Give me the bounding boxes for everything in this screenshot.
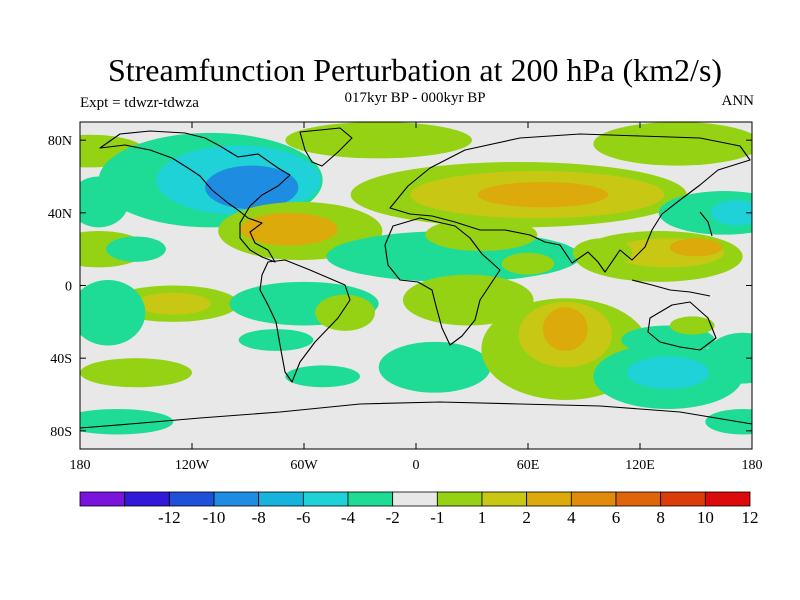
colorbar-label: -1 bbox=[430, 508, 444, 527]
colorbar-swatch bbox=[481, 491, 528, 507]
colorbar-label: 6 bbox=[612, 508, 621, 527]
field-region bbox=[626, 356, 710, 390]
colorbar-swatch bbox=[302, 491, 349, 507]
streamfunction-field bbox=[80, 122, 752, 435]
colorbar-swatch bbox=[124, 491, 170, 507]
experiment-label: Expt = tdwzr-tdwza bbox=[80, 95, 199, 111]
colorbar-label: -8 bbox=[252, 508, 266, 527]
x-tick-label: 60E bbox=[517, 458, 540, 473]
x-tick-label: 120W bbox=[175, 458, 210, 473]
colorbar-swatch bbox=[526, 491, 572, 507]
field-region bbox=[705, 409, 752, 435]
colorbar-swatch bbox=[168, 491, 215, 507]
field-region bbox=[542, 307, 588, 351]
field-region bbox=[80, 280, 146, 346]
colorbar-label: 1 bbox=[478, 508, 487, 527]
y-tick-label: 0 bbox=[65, 280, 72, 295]
colorbar-label: -12 bbox=[158, 508, 181, 527]
colorbar-label: -2 bbox=[386, 508, 400, 527]
colorbar-label: 8 bbox=[656, 508, 665, 527]
coast-japan bbox=[699, 211, 713, 237]
field-region bbox=[240, 212, 338, 246]
colorbar-swatch bbox=[704, 491, 751, 507]
colorbar-swatch bbox=[660, 491, 706, 507]
coast-australia bbox=[647, 301, 717, 351]
field-region bbox=[669, 316, 715, 335]
field-region bbox=[315, 294, 375, 331]
coast-antarctica bbox=[80, 401, 752, 429]
field-region bbox=[572, 238, 633, 268]
colorbar-label: 10 bbox=[697, 508, 714, 527]
colorbar-swatch bbox=[347, 491, 394, 507]
x-tick-label: 120E bbox=[625, 458, 655, 473]
colorbar-label: 2 bbox=[522, 508, 531, 527]
x-tick-label: 180 bbox=[70, 458, 91, 473]
colorbar-swatch bbox=[570, 491, 617, 507]
colorbar-label: 4 bbox=[567, 508, 576, 527]
colorbar-label: -10 bbox=[203, 508, 226, 527]
y-tick-label: 40S bbox=[50, 352, 72, 367]
x-tick-label: 180 bbox=[742, 458, 763, 473]
field-region bbox=[136, 292, 211, 315]
coast-africa bbox=[384, 217, 501, 346]
coast-greenland bbox=[299, 127, 353, 167]
colorbar-swatch bbox=[615, 491, 662, 507]
coast-indonesia bbox=[631, 279, 711, 297]
field-region bbox=[378, 341, 491, 393]
field-region bbox=[285, 122, 472, 159]
colorbar-swatch bbox=[213, 491, 260, 507]
y-tick-label: 40N bbox=[48, 207, 72, 222]
field-region bbox=[106, 236, 166, 262]
coastlines bbox=[80, 127, 752, 429]
coast-south-america bbox=[259, 259, 351, 383]
season-label: ANN bbox=[721, 93, 755, 109]
field-region bbox=[593, 122, 752, 166]
field-region bbox=[80, 409, 174, 435]
chart-subtitle: 017kyr BP - 000kyr BP bbox=[344, 90, 486, 106]
colorbar-label: -6 bbox=[296, 508, 310, 527]
colorbar-label: 12 bbox=[742, 508, 759, 527]
field-region bbox=[669, 238, 723, 257]
field-region bbox=[80, 176, 129, 228]
coast-eurasia bbox=[389, 133, 751, 273]
coast-north-america bbox=[99, 130, 291, 263]
field-region bbox=[402, 274, 534, 326]
x-tick-label: 0 bbox=[413, 458, 420, 473]
field-region bbox=[710, 200, 752, 226]
x-tick-label: 60W bbox=[290, 458, 318, 473]
colorbar: -12 -10 -8 -6 -4 -2 -1 1 2 4 6 8 10 12 bbox=[79, 491, 759, 527]
field-region bbox=[238, 329, 314, 351]
field-region bbox=[477, 181, 609, 208]
map-axes: 180 120W 60W 0 60E 120E 180 80N 40N 0 40S 80S bbox=[48, 122, 763, 473]
field-region bbox=[705, 332, 752, 384]
chart-title: Streamfunction Perturbation at 200 hPa (… bbox=[107, 52, 723, 88]
field-region bbox=[205, 165, 299, 210]
y-tick-label: 80S bbox=[50, 425, 72, 440]
field-region bbox=[501, 252, 555, 275]
colorbar-swatch bbox=[258, 491, 304, 507]
y-tick-label: 80N bbox=[48, 134, 72, 149]
field-region bbox=[80, 358, 192, 388]
field-region bbox=[425, 218, 538, 251]
colorbar-swatch bbox=[79, 491, 126, 507]
field-region bbox=[285, 365, 360, 388]
colorbar-swatch bbox=[392, 491, 438, 507]
colorbar-label: -4 bbox=[341, 508, 356, 527]
colorbar-swatch bbox=[436, 491, 483, 507]
